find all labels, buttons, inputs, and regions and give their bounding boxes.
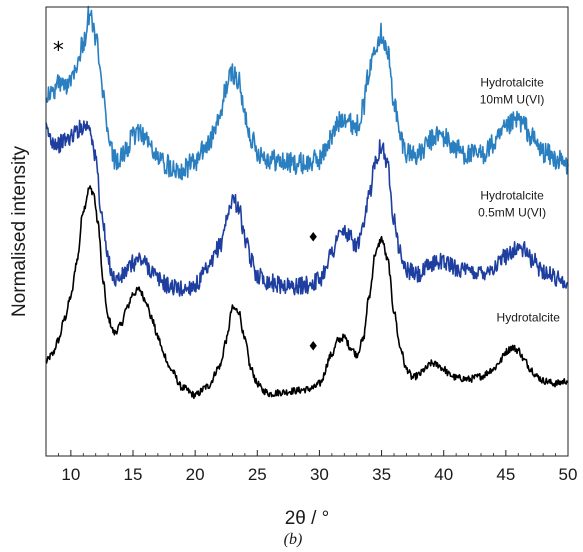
series-labels: Hydrotalcite 10mM U(VI) Hydrotalcite 0.5mM … [478, 76, 560, 325]
series-label-line: Hydrotalcite [497, 310, 561, 324]
series-line [45, 5, 569, 181]
series-label: Hydrotalcite 0.5mM U(VI) [478, 189, 546, 220]
x-tick-label: 45 [496, 465, 515, 484]
series-lines [45, 5, 569, 400]
asterisk-marker: * [53, 39, 64, 64]
series-label-line: 0.5mM U(VI) [478, 206, 546, 220]
series-line [45, 185, 569, 400]
x-tick-label: 10 [61, 465, 80, 484]
series-label: Hydrotalcite [497, 310, 561, 324]
series-label-line: 10mM U(VI) [480, 93, 545, 107]
x-tick-label: 50 [559, 465, 578, 484]
x-tick-label: 40 [434, 465, 453, 484]
diamond-marker: ♦ [307, 231, 319, 246]
diamond-marker: ♦ [307, 339, 319, 354]
series-label-line: Hydrotalcite [480, 76, 544, 90]
axes: 10 15 20 25 30 35 40 45 50 [45, 6, 578, 484]
x-tick-label: 15 [124, 465, 143, 484]
x-tick-label: 35 [372, 465, 391, 484]
x-tick-label: 25 [248, 465, 267, 484]
x-axis-title: 2θ / ° [285, 508, 330, 529]
annotations: * ♦ ♦ [53, 39, 319, 355]
series-line [45, 119, 569, 297]
panel-label: (b) [284, 531, 303, 548]
series-label-line: Hydrotalcite [480, 189, 544, 203]
x-tick-label: 30 [310, 465, 329, 484]
x-tick-label: 20 [186, 465, 205, 484]
series-label: Hydrotalcite 10mM U(VI) [480, 76, 545, 107]
y-axis-title: Normalised intensity [9, 145, 30, 317]
